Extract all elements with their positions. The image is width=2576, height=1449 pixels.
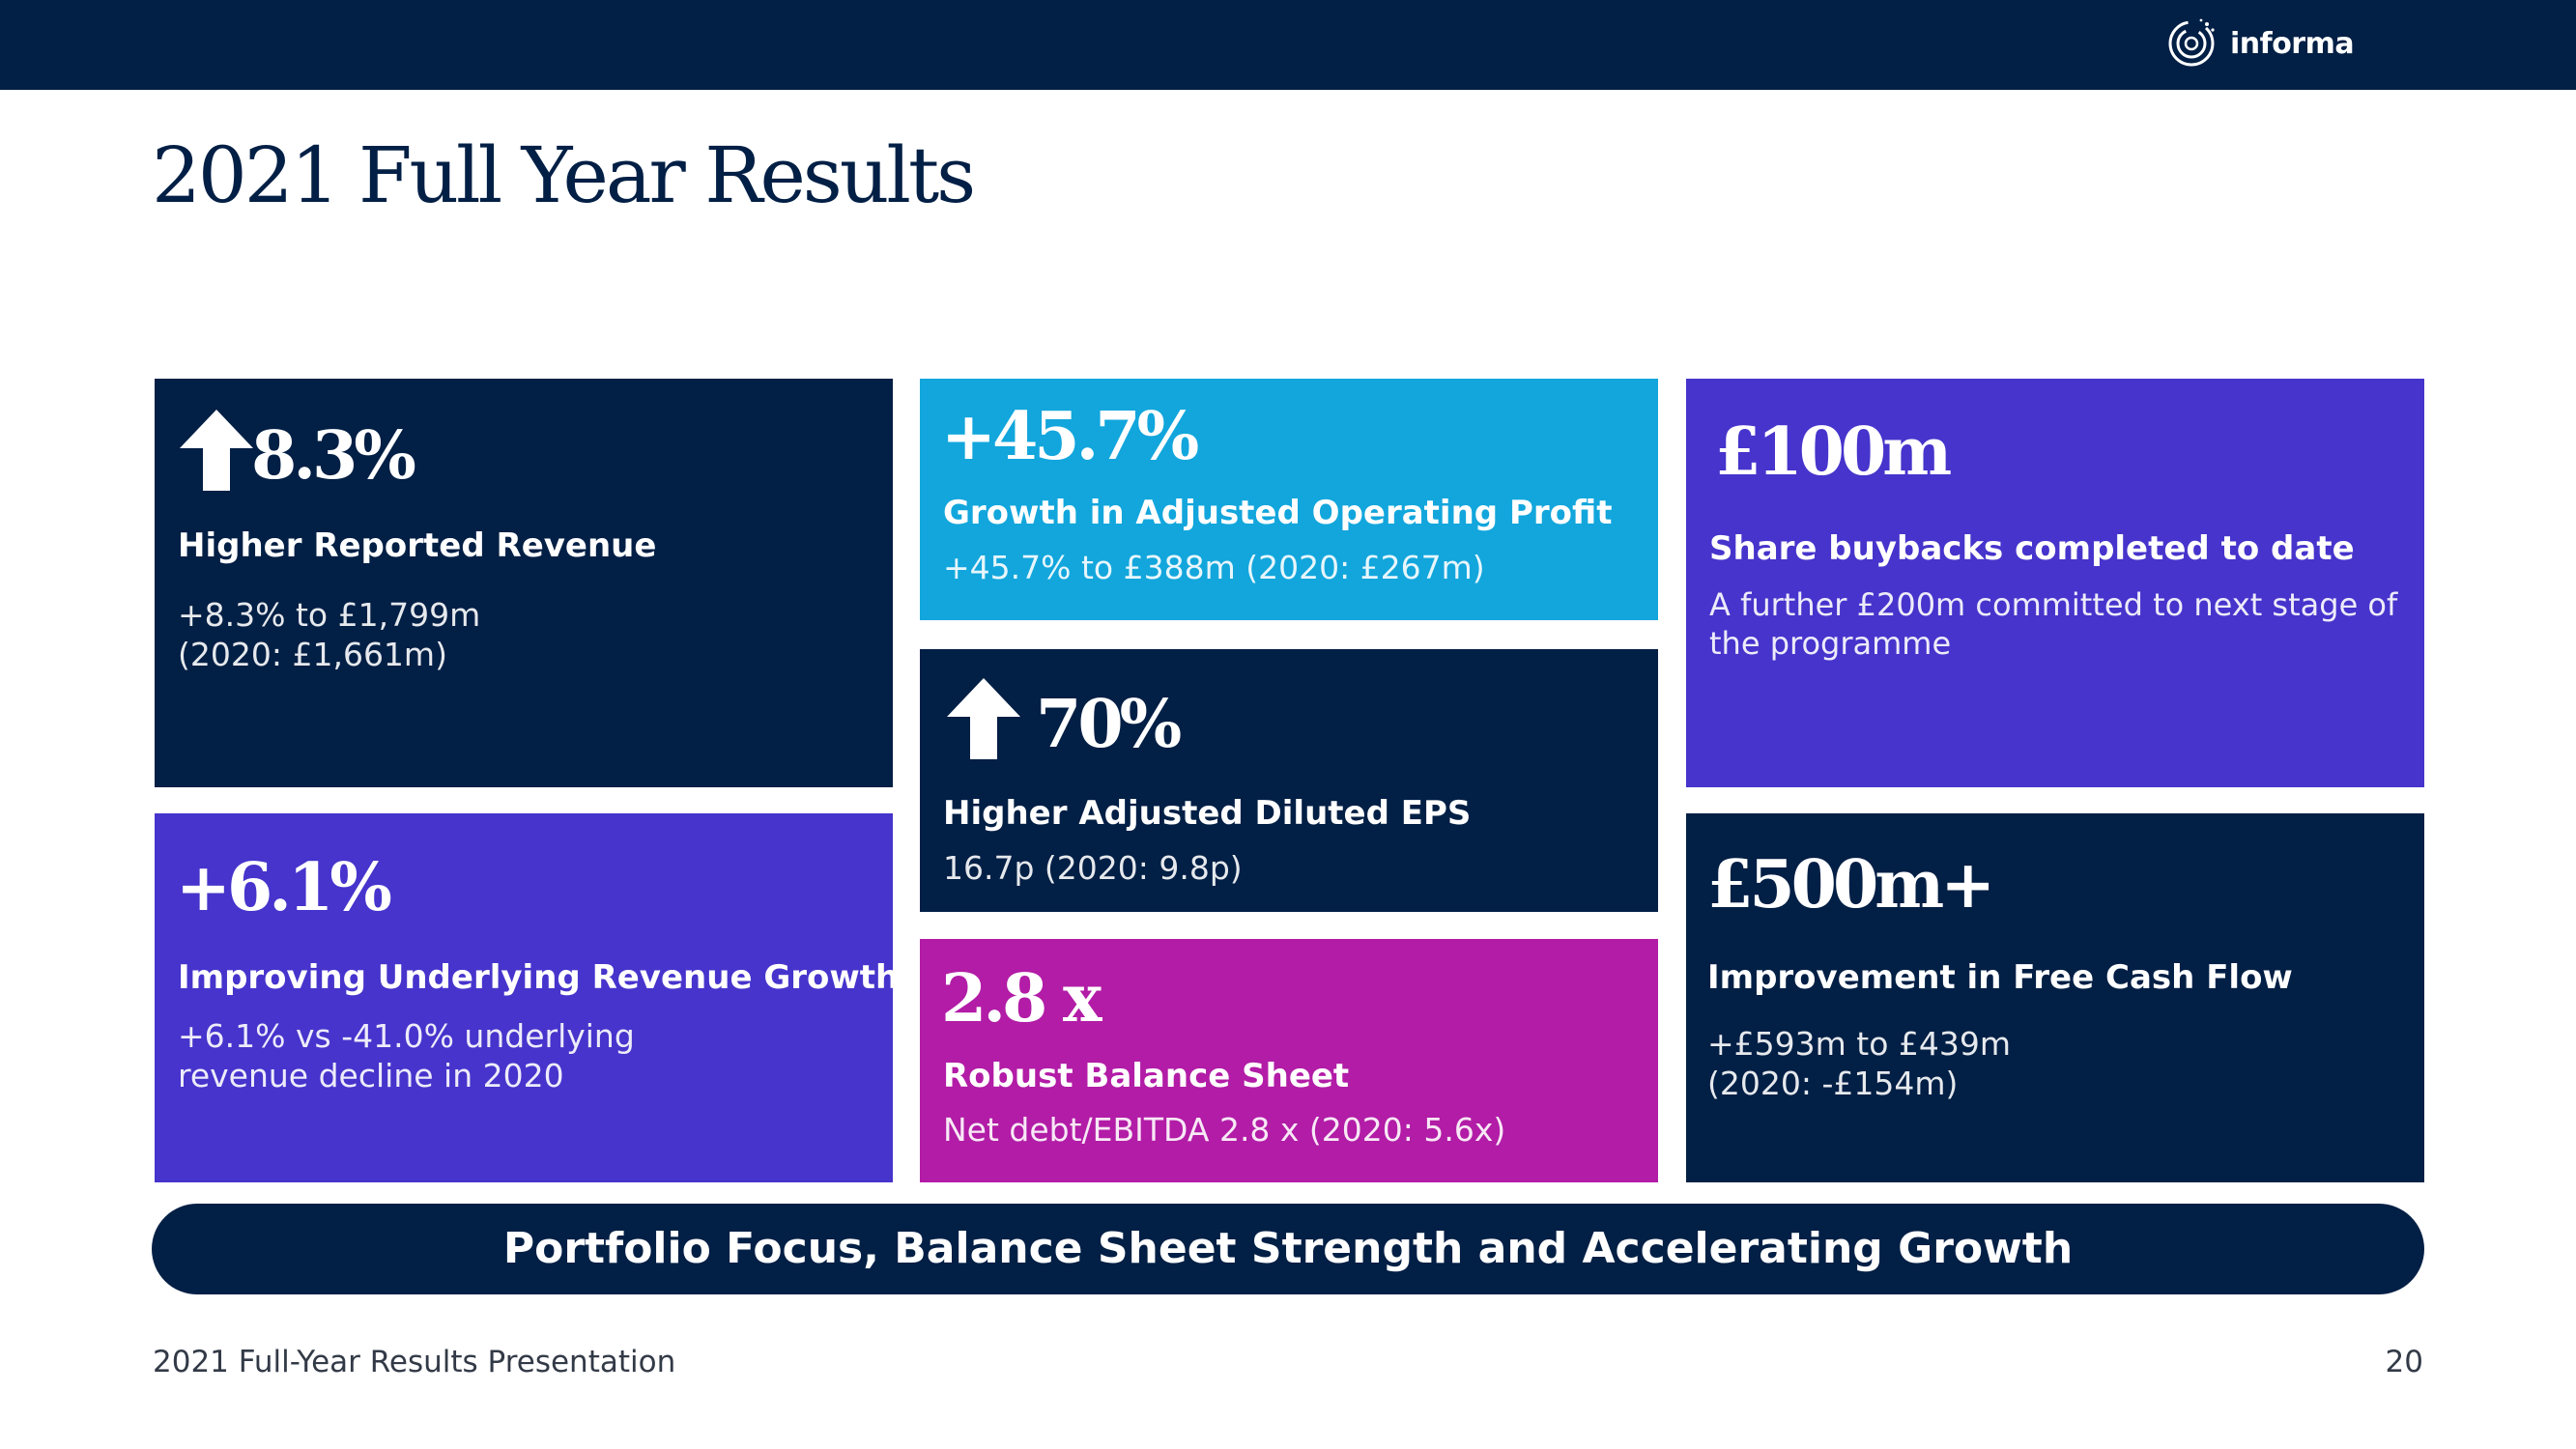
tile-underlying-revenue: +6.1% Improving Underlying Revenue Growt… [155,813,893,1182]
tile-value: £500m+ [1707,846,1995,923]
tile-heading: Robust Balance Sheet [943,1057,1350,1095]
tile-heading: Higher Adjusted Diluted EPS [943,794,1472,833]
tile-heading: Improving Underlying Revenue Growth [178,958,893,997]
up-arrow-icon [180,410,253,491]
tile-heading: Share buybacks completed to date [1709,529,2355,568]
tile-free-cash-flow: £500m+ Improvement in Free Cash Flow +£5… [1686,813,2424,1182]
tile-operating-profit: +45.7% Growth in Adjusted Operating Prof… [920,379,1658,620]
tile-description: 16.7p (2020: 9.8p) [943,849,1243,887]
tile-value: £100m [1715,413,1952,491]
up-arrow-icon [947,678,1020,759]
informa-ring-logo-icon [2168,18,2215,67]
tile-description: +6.1% vs -41.0% underlying revenue decli… [178,1017,635,1095]
tile-value: +6.1% [176,849,392,926]
footer-presentation-title: 2021 Full-Year Results Presentation [153,1345,676,1379]
summary-banner: Portfolio Focus, Balance Sheet Strength … [152,1204,2424,1294]
tile-value: +45.7% [941,398,1199,475]
tile-description: +45.7% to £388m (2020: £267m) [943,549,1485,586]
page-number: 20 [2385,1345,2423,1379]
page-title: 2021 Full Year Results [152,130,976,220]
tile-description: Net debt/EBITDA 2.8 x (2020: 5.6x) [943,1111,1506,1149]
tile-share-buybacks: £100m Share buybacks completed to date A… [1686,379,2424,787]
top-bar: informa [0,0,2576,90]
tile-description: +8.3% to £1,799m (2020: £1,661m) [178,596,481,674]
tile-reported-revenue: 8.3% Higher Reported Revenue +8.3% to £1… [155,379,893,787]
tile-balance-sheet: 2.8 x Robust Balance Sheet Net debt/EBIT… [920,939,1658,1182]
tile-heading: Growth in Adjusted Operating Profit [943,494,1613,532]
tile-description: A further £200m committed to next stage … [1709,586,2398,662]
tile-description: +£593m to £439m (2020: -£154m) [1707,1025,2012,1103]
tile-heading: Higher Reported Revenue [178,526,657,565]
tile-value: 70% [1036,686,1182,763]
tile-diluted-eps: 70% Higher Adjusted Diluted EPS 16.7p (2… [920,649,1658,912]
tile-value: 2.8 x [941,960,1102,1037]
logo-wordmark: informa [2230,26,2355,61]
informa-logo: informa [2164,14,2355,72]
tile-heading: Improvement in Free Cash Flow [1707,958,2293,997]
tile-value: 8.3% [251,417,416,495]
